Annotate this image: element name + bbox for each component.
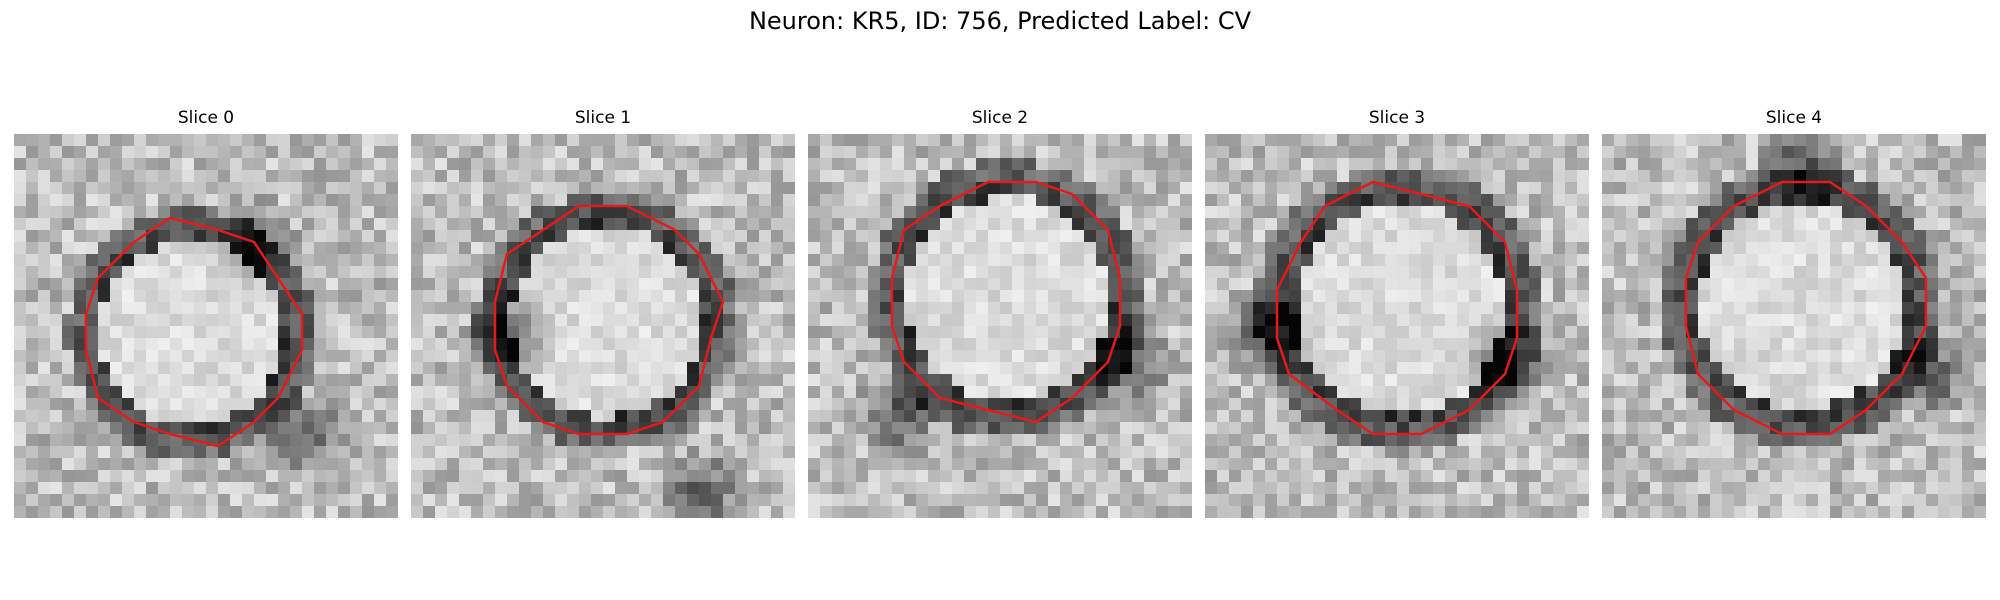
slice-panel-0: Slice 0 [14, 108, 398, 518]
slice-panel-4: Slice 4 [1602, 108, 1986, 518]
slice-title: Slice 3 [1205, 108, 1589, 128]
slice-title: Slice 2 [808, 108, 1192, 128]
slice-title: Slice 1 [411, 108, 795, 128]
slice-image [411, 134, 795, 518]
slice-panel-1: Slice 1 [411, 108, 795, 518]
slice-image [808, 134, 1192, 518]
slice-title: Slice 4 [1602, 108, 1986, 128]
figure-title: Neuron: KR5, ID: 756, Predicted Label: C… [0, 7, 2000, 35]
slice-image [1602, 134, 1986, 518]
slice-panel-2: Slice 2 [808, 108, 1192, 518]
slice-image [1205, 134, 1589, 518]
slice-panel-3: Slice 3 [1205, 108, 1589, 518]
slice-image [14, 134, 398, 518]
slice-title: Slice 0 [14, 108, 398, 128]
